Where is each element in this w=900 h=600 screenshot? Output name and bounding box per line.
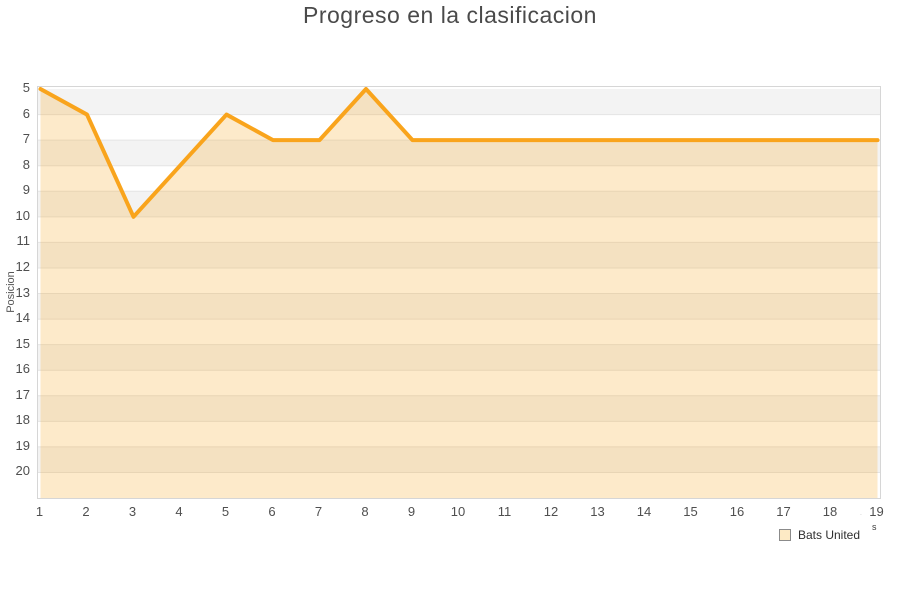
- y-tick-label: 13: [15, 284, 30, 300]
- x-tick-label: 7: [314, 504, 323, 519]
- plot-band: [38, 370, 880, 396]
- x-tick-label: 18: [822, 504, 838, 519]
- x-tick-label: 17: [776, 504, 791, 519]
- y-tick-label: 17: [15, 386, 30, 402]
- plot-band: [38, 446, 880, 473]
- x-tick-label: 16: [729, 504, 745, 519]
- x-tick-label: 13: [590, 504, 605, 519]
- x-tick-label: 12: [543, 504, 559, 519]
- y-tick-label: 5: [22, 80, 30, 95]
- x-tick-label: 4: [175, 504, 183, 519]
- chart-title: Progreso en la clasificacion: [303, 2, 597, 28]
- x-tick-label: 10: [450, 504, 466, 519]
- y-tick-label: 7: [22, 131, 30, 147]
- plot-band: [38, 319, 880, 345]
- plot-band: [38, 140, 880, 166]
- y-tick-label: 18: [15, 412, 30, 428]
- plot-band: [38, 242, 880, 268]
- y-tick-label: 15: [15, 335, 30, 351]
- x-tick-label: 14: [636, 504, 652, 519]
- x-tick-label: 9: [407, 504, 416, 519]
- plot-canvas: [38, 87, 880, 498]
- y-tick-label: 6: [22, 105, 30, 121]
- y-tick-label: 20: [15, 463, 30, 479]
- y-tick-label: 14: [15, 310, 30, 326]
- x-tick-label: 1: [35, 504, 44, 519]
- x-tick-label: 15: [683, 504, 698, 519]
- series-area: [40, 89, 878, 498]
- x-tick-label: 6: [268, 504, 276, 519]
- plot-band: [38, 421, 880, 447]
- x-tick-label: 11: [497, 504, 512, 519]
- y-tick-label: 11: [16, 233, 31, 249]
- x-tick-label: 5: [221, 504, 230, 519]
- y-tick-label: 16: [15, 361, 30, 377]
- plot-band: [38, 267, 880, 294]
- plot-band: [38, 191, 880, 217]
- plot-band: [38, 344, 880, 371]
- x-tick-label: 8: [361, 504, 369, 519]
- x-tick-label: 2: [82, 504, 90, 519]
- plot-area: [37, 86, 881, 499]
- plot-band: [38, 114, 880, 141]
- y-tick-label: 9: [22, 182, 30, 198]
- y-tick-label: 10: [15, 207, 30, 223]
- legend-series-label: Bats United: [798, 528, 861, 542]
- x-tick-label: 3: [128, 504, 137, 519]
- legend-artifact-superscript: s: [872, 522, 877, 532]
- series-line: [38, 87, 880, 219]
- legend-swatch-icon: [779, 529, 791, 541]
- plot-band: [38, 216, 880, 243]
- legend-artifact-mark: ': [860, 514, 862, 520]
- y-tick-label: 8: [22, 156, 30, 172]
- y-tick-label: 19: [15, 437, 30, 453]
- y-tick-label: 12: [15, 258, 30, 274]
- plot-band: [38, 293, 880, 320]
- x-tick-label: 19: [869, 504, 884, 519]
- legend: Bats United: [779, 528, 860, 542]
- legend-artifact-mark: ': [826, 514, 828, 520]
- plot-band: [38, 395, 880, 422]
- plot-band: [38, 89, 880, 115]
- plot-band: [38, 472, 880, 498]
